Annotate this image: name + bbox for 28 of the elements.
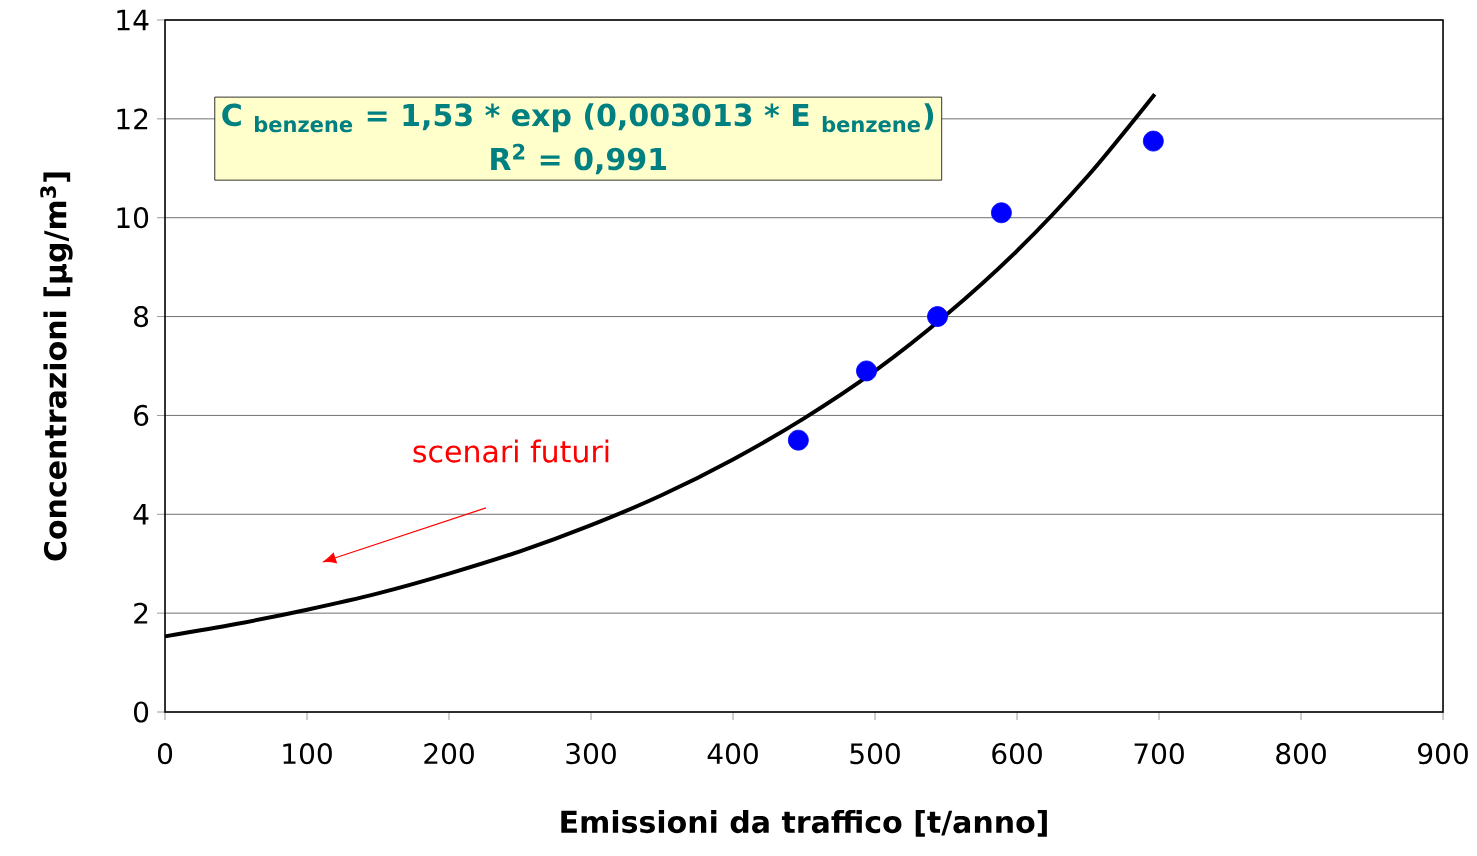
- x-tick-label: 600: [992, 743, 1042, 765]
- x-tick-label: 800: [1276, 743, 1326, 765]
- y-tick-label: 4: [133, 504, 149, 525]
- y-tick-label: 14: [117, 9, 149, 31]
- y-tick-label: 12: [117, 108, 148, 130]
- point: [991, 202, 1012, 224]
- point: [1142, 130, 1164, 152]
- point: [856, 360, 877, 382]
- y-tick-label: 0: [134, 701, 149, 723]
- x-tick-label: 400: [707, 743, 758, 765]
- point: [787, 429, 809, 451]
- y-tick-label: 2: [134, 602, 148, 624]
- y-tick-label: 6: [134, 404, 149, 427]
- annotation: R$^{2}$ = 0,991: [491, 143, 666, 175]
- x-tick-label: 900: [1418, 743, 1468, 765]
- x-tick-label: 500: [850, 743, 900, 765]
- x-axis-title: Emissioni da traffico [t/anno]: [561, 809, 1047, 837]
- annotation: scenari futuri: [413, 439, 609, 463]
- x-tick-label: 100: [283, 743, 332, 765]
- x-tick-label: 700: [1134, 743, 1184, 765]
- y-tick-label: 10: [117, 207, 149, 229]
- x-tick-label: 300: [566, 743, 616, 765]
- point: [927, 306, 948, 327]
- x-tick-label: 200: [424, 743, 474, 765]
- annotation: C $_{benzene}$ = 1,53 * exp (0,003013 * E $_{benzene}$): [222, 103, 934, 133]
- y-tick-label: 8: [134, 305, 149, 328]
- x-tick-label: 0: [157, 743, 173, 765]
- y-axis-title: Concentrazioni [μg/m$^{3}$]: [40, 172, 73, 561]
